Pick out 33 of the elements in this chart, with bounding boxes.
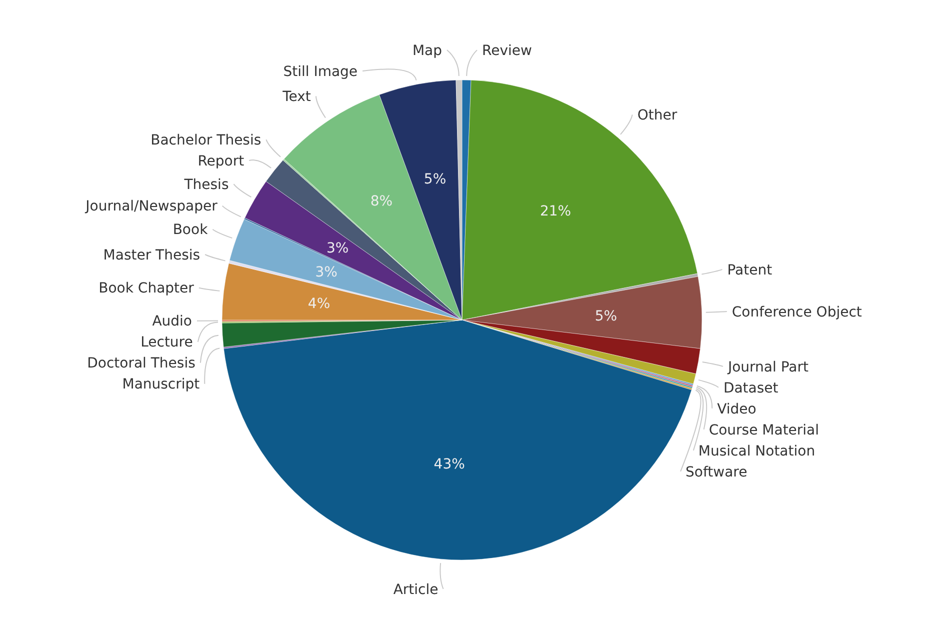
slice-label: Course Material xyxy=(708,422,820,438)
slice-label: Dataset xyxy=(723,380,779,396)
data-label: 8% xyxy=(370,194,393,210)
slice-label: Article xyxy=(393,582,438,598)
slice-label: Doctoral Thesis xyxy=(87,356,196,372)
data-label: 4% xyxy=(308,296,330,312)
slice-label: Journal/Newspaper xyxy=(84,198,218,215)
slice-label: Lecture xyxy=(140,334,193,351)
data-label: 3% xyxy=(315,264,338,281)
slice-label: Report xyxy=(198,153,245,170)
slice-label: Conference Object xyxy=(732,304,862,320)
data-label: 5% xyxy=(424,171,446,188)
slice-label: Map xyxy=(412,42,442,59)
slice-label: Software xyxy=(686,464,748,480)
data-label: 5% xyxy=(594,308,618,324)
slice-label: Book xyxy=(172,222,209,238)
data-label: 43% xyxy=(434,456,465,472)
slice-label: Video xyxy=(717,401,756,418)
slice-label: Book Chapter xyxy=(98,280,194,297)
slice-label: Thesis xyxy=(183,176,229,193)
slice-label: Journal Part xyxy=(726,359,809,376)
data-label: 3% xyxy=(326,240,349,256)
slice-label: Text xyxy=(282,89,312,106)
slice-label: Patent xyxy=(727,262,773,278)
slice-label: Bachelor Thesis xyxy=(150,132,262,148)
slice-label: Manuscript xyxy=(122,376,200,393)
slice-label: Other xyxy=(637,108,678,124)
slice-label: Still Image xyxy=(283,64,358,80)
slice-label: Master Thesis xyxy=(103,247,200,264)
slice-label: Review xyxy=(482,42,532,59)
data-label: 21% xyxy=(540,203,572,220)
slice-label: Musical Notation xyxy=(698,443,816,460)
slice-label: Audio xyxy=(152,314,192,330)
